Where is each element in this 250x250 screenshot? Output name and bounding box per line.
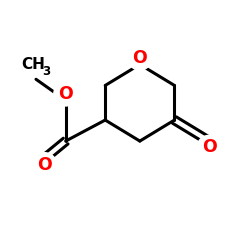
Text: O: O (37, 156, 52, 174)
Text: O: O (132, 49, 147, 67)
Text: 3: 3 (42, 65, 50, 78)
Circle shape (128, 46, 152, 70)
Text: CH: CH (22, 57, 46, 72)
Text: O: O (58, 85, 73, 103)
Circle shape (54, 82, 78, 106)
Circle shape (33, 153, 56, 176)
Circle shape (197, 136, 221, 159)
Text: O: O (202, 138, 216, 156)
